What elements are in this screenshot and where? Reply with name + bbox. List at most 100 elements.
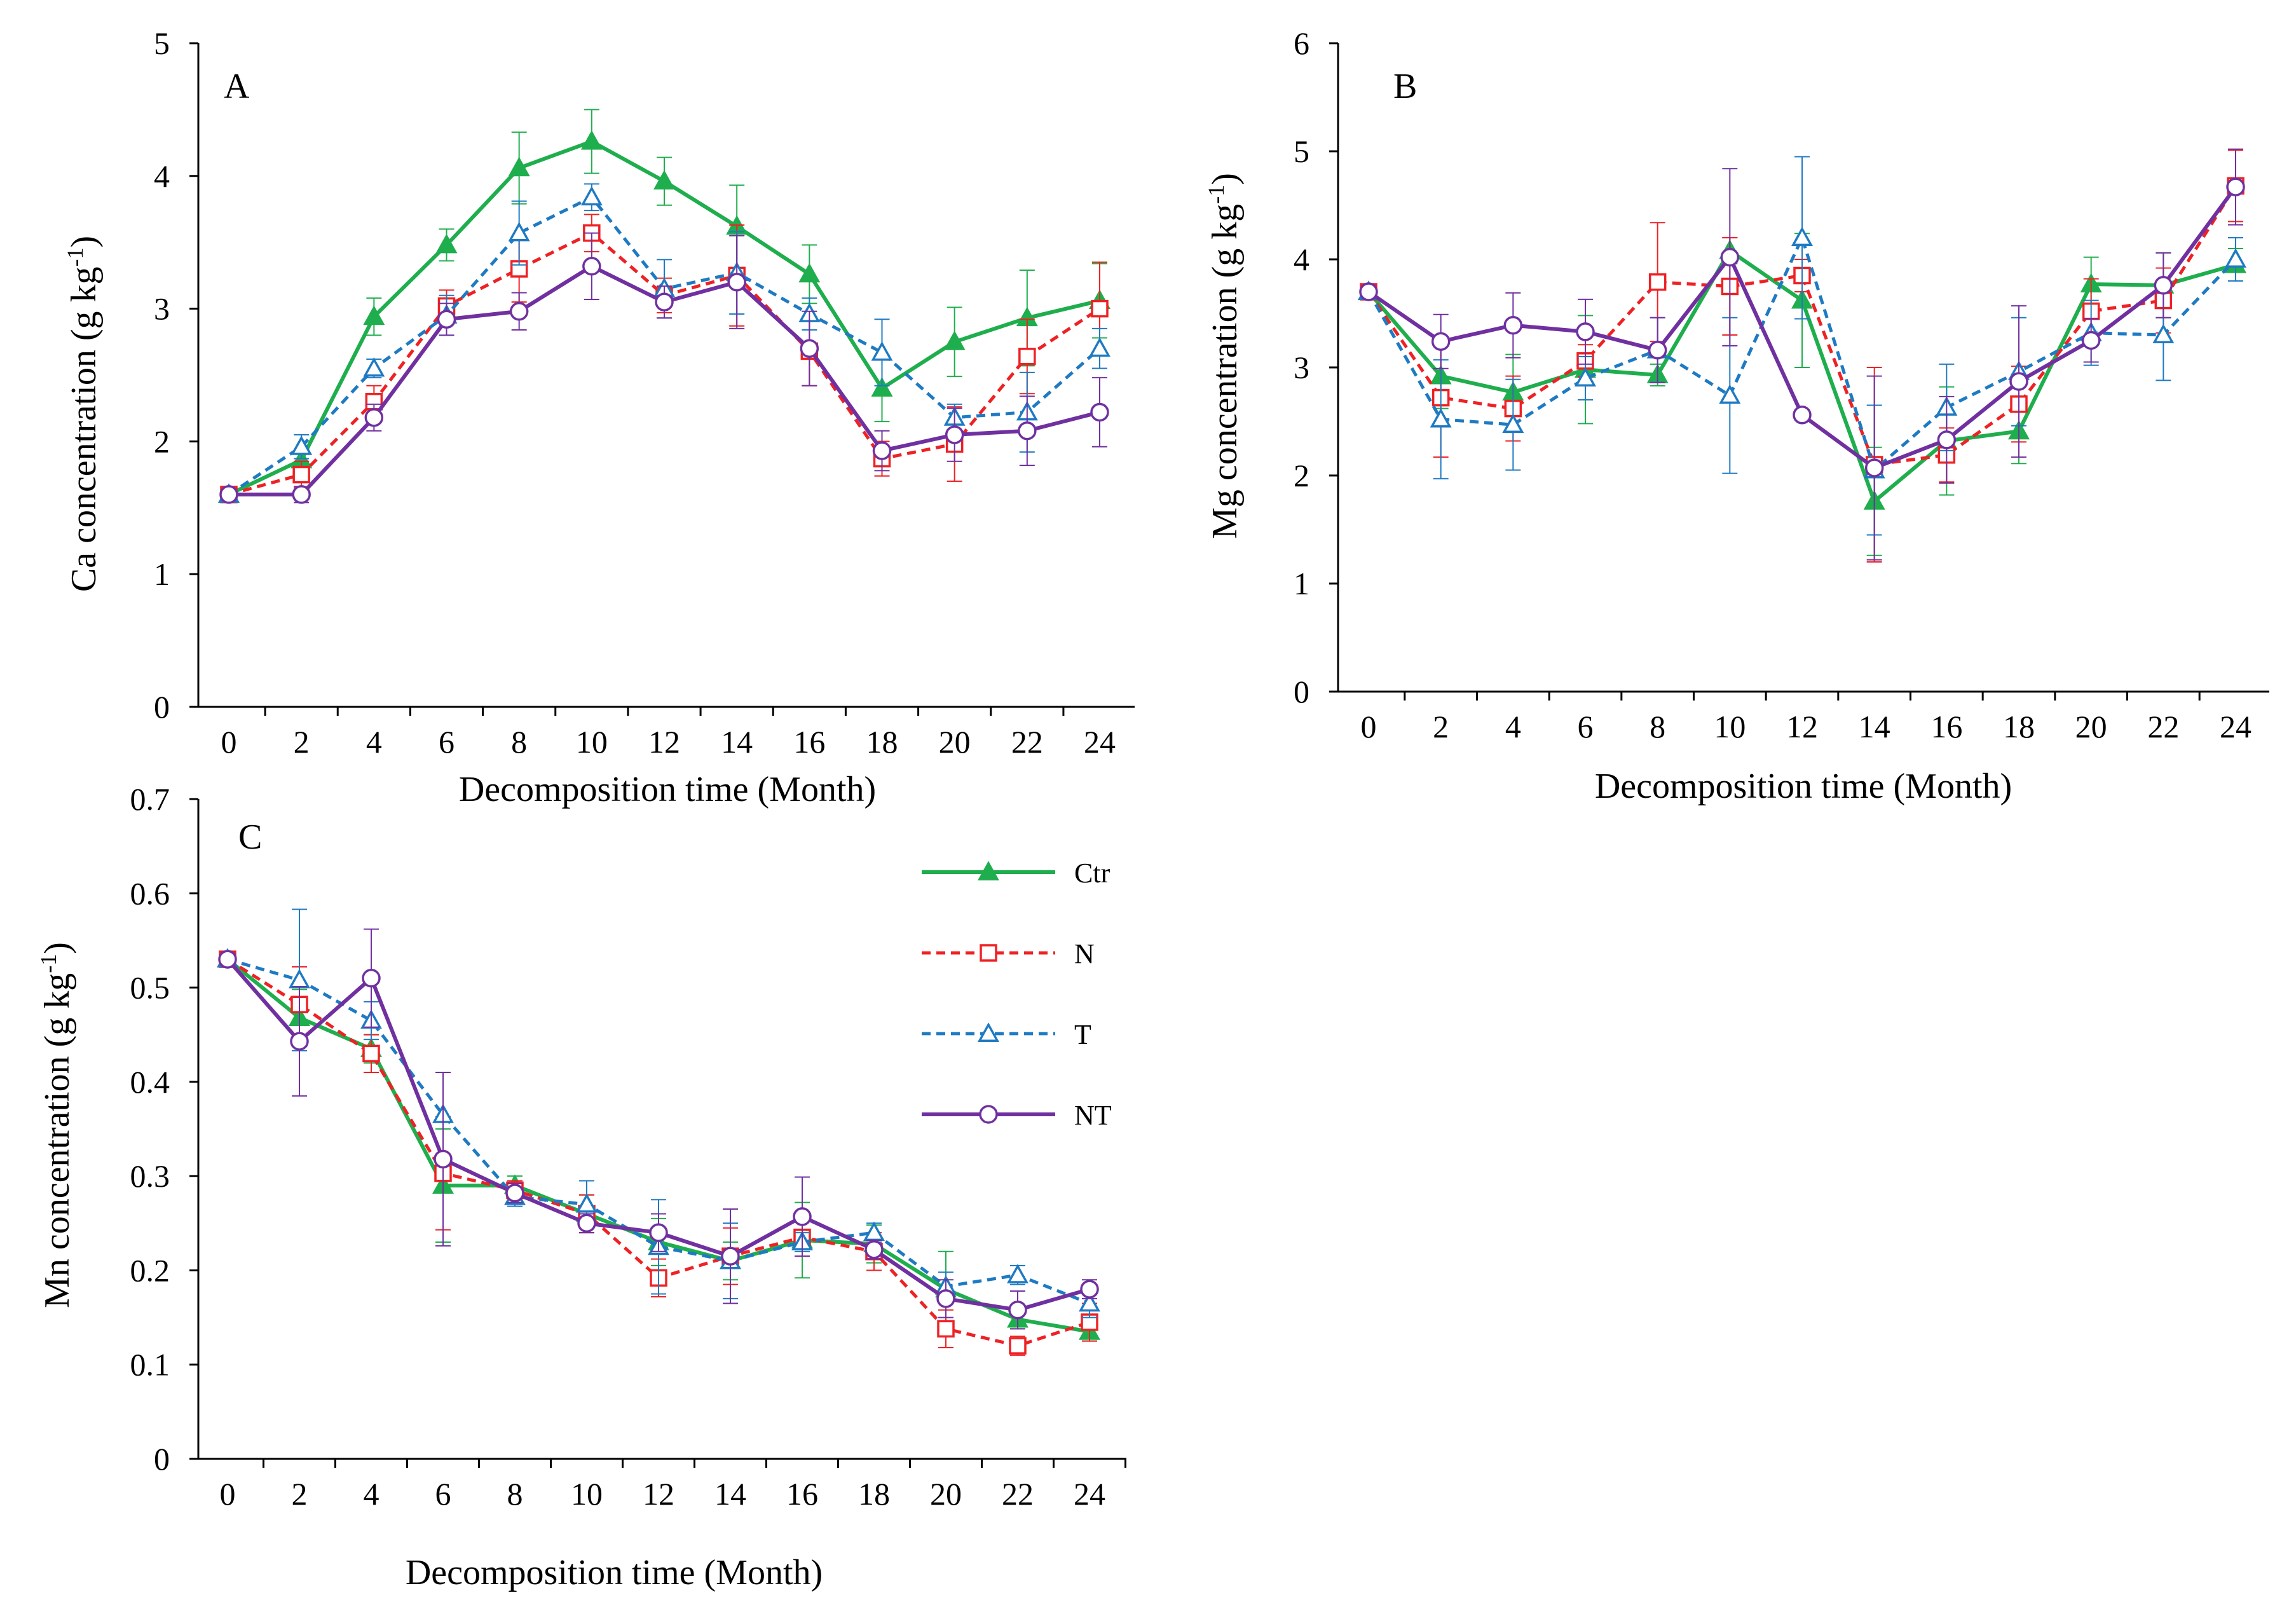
x-tick-label: 6: [435, 1476, 451, 1512]
x-tick-label: 0: [1361, 709, 1377, 744]
x-tick-label: 0: [220, 1476, 236, 1512]
x-tick-label: 8: [507, 1476, 523, 1512]
x-tick-label: 10: [1714, 709, 1746, 744]
x-tick-label: 8: [1650, 709, 1665, 744]
marker-t: [1089, 337, 1110, 357]
marker-nt: [864, 1240, 884, 1259]
marker-nt: [872, 441, 892, 460]
y-tick-label: 0.2: [130, 1252, 170, 1288]
y-tick-label: 0.6: [130, 875, 170, 911]
y-tick-label: 0.7: [130, 781, 170, 817]
y-tick-label: 5: [154, 25, 170, 61]
x-tick-label: 0: [221, 724, 237, 760]
marker-nt: [2009, 372, 2028, 391]
x-tick-label: 16: [786, 1476, 818, 1512]
x-tick-label: 18: [2003, 709, 2035, 744]
marker-nt: [2154, 276, 2173, 295]
y-tick-label: 5: [1294, 133, 1309, 169]
y-tick-label: 0.3: [130, 1158, 170, 1194]
x-tick-label: 6: [1578, 709, 1594, 744]
x-tick-label: 4: [366, 724, 382, 760]
legend-label: NT: [1074, 1100, 1112, 1131]
y-tick-label: 1: [1294, 566, 1309, 601]
x-tick-label: 16: [793, 724, 825, 760]
marker-nt: [1576, 322, 1595, 341]
marker-nt: [1793, 406, 1812, 425]
marker-ctr: [580, 130, 603, 150]
x-tick-label: 6: [439, 724, 454, 760]
marker-nt: [218, 950, 237, 969]
marker-ctr: [653, 170, 675, 190]
x-tick-label: 14: [721, 724, 753, 760]
legend-item-ctr: Ctr: [922, 858, 1110, 889]
legend-label: Ctr: [1074, 858, 1110, 889]
marker-nt: [364, 408, 384, 427]
x-tick-label: 12: [1786, 709, 1818, 744]
series-n: [219, 950, 1098, 1356]
marker-n: [1648, 273, 1667, 291]
panel-letter: B: [1393, 67, 1417, 106]
x-tick-label: 20: [2075, 709, 2107, 744]
x-tick-label: 12: [648, 724, 680, 760]
marker-nt: [1864, 458, 1884, 477]
marker-t: [1791, 226, 1813, 246]
y-tick-label: 3: [1294, 350, 1309, 385]
y-tick-label: 4: [154, 158, 170, 194]
x-tick-label: 24: [2220, 709, 2252, 744]
marker-nt: [1431, 332, 1451, 351]
marker-n: [980, 944, 997, 962]
marker-n: [1091, 299, 1109, 318]
marker-nt: [979, 1105, 998, 1124]
x-tick-label: 10: [571, 1476, 603, 1512]
marker-nt: [649, 1223, 668, 1242]
marker-t: [871, 341, 893, 361]
y-tick-label: 0.5: [130, 970, 170, 1006]
marker-nt: [1937, 430, 1957, 449]
y-tick-label: 0: [154, 689, 170, 725]
marker-n: [1018, 348, 1036, 366]
marker-ctr: [871, 377, 893, 397]
marker-nt: [1008, 1300, 1027, 1320]
y-tick-label: 0: [1294, 674, 1309, 709]
marker-nt: [509, 302, 529, 321]
x-tick-label: 12: [643, 1476, 674, 1512]
marker-nt: [793, 1207, 812, 1226]
x-tick-label: 18: [866, 724, 898, 760]
marker-ctr: [978, 861, 999, 880]
x-tick-label: 2: [1433, 709, 1449, 744]
marker-n: [1009, 1337, 1027, 1355]
marker-t: [576, 1193, 598, 1213]
marker-ctr: [943, 331, 966, 350]
y-axis-label: Ca concentration (g kg-1): [62, 236, 104, 592]
series-nt: [219, 232, 1109, 504]
y-tick-label: 2: [1294, 458, 1309, 493]
marker-nt: [582, 257, 601, 276]
marker-t: [1575, 367, 1596, 386]
panel-letter: C: [238, 817, 262, 857]
marker-nt: [505, 1184, 524, 1203]
y-tick-label: 6: [1294, 25, 1309, 61]
y-axis-label: Mn concentration (g kg-1): [36, 942, 77, 1308]
x-tick-label: 4: [1505, 709, 1521, 744]
y-tick-label: 0.4: [130, 1064, 170, 1100]
series-nt: [1359, 148, 2245, 561]
marker-t: [363, 357, 385, 377]
y-tick-label: 4: [1294, 242, 1309, 277]
x-tick-label: 24: [1074, 1476, 1105, 1512]
x-tick-label: 2: [294, 724, 310, 760]
x-tick-label: 2: [292, 1476, 308, 1512]
marker-nt: [1018, 421, 1037, 441]
panel-c: C Mn concentration (g kg-1) Decompositio…: [36, 781, 1126, 1592]
marker-nt: [2226, 177, 2245, 196]
marker-nt: [727, 273, 746, 292]
marker-t: [1719, 384, 1741, 404]
x-tick-label: 22: [1002, 1476, 1034, 1512]
y-tick-label: 3: [154, 291, 170, 327]
marker-ctr: [363, 305, 385, 325]
legend-item-n: N: [922, 938, 1095, 969]
x-tick-label: 22: [2147, 709, 2179, 744]
marker-nt: [362, 968, 381, 988]
marker-nt: [292, 485, 311, 504]
marker-t: [1079, 1292, 1100, 1312]
marker-t: [1430, 407, 1452, 428]
